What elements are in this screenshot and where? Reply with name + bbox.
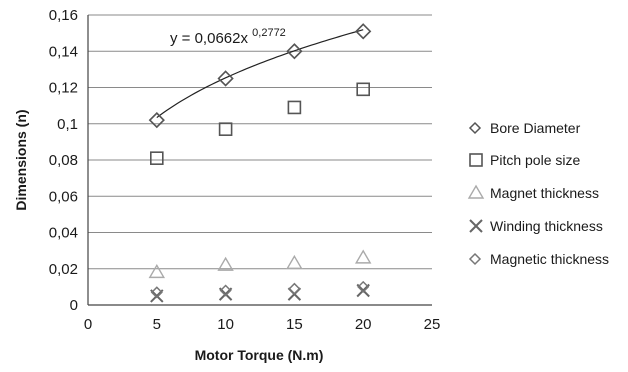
legend-marker-4 — [468, 252, 482, 266]
point-series2-0 — [148, 263, 166, 279]
legend-label-1: Pitch pole size — [490, 152, 580, 168]
y-tick-label-8: 0,16 — [49, 7, 78, 24]
point-series1-0 — [150, 151, 164, 165]
y-tick-label-4: 0,08 — [49, 152, 78, 169]
legend-label-0: Bore Diameter — [490, 120, 581, 136]
legend-label-3: Winding thickness — [490, 218, 603, 234]
legend-marker-1 — [469, 153, 483, 167]
legend-marker-2 — [467, 184, 485, 199]
point-series2-3 — [354, 249, 372, 264]
x-tick-label-3: 15 — [286, 316, 303, 333]
point-series2-1 — [217, 256, 234, 271]
point-series2-2 — [286, 254, 303, 270]
legend-label-4: Magnetic thickness — [490, 251, 609, 267]
y-axis-label: Dimensions (n) — [13, 109, 29, 210]
point-series4-1 — [219, 284, 232, 297]
point-series0-0 — [148, 111, 165, 129]
x-tick-label-2: 10 — [217, 316, 234, 333]
x-tick-label-0: 0 — [84, 316, 92, 333]
point-series1-3 — [356, 82, 371, 97]
x-tick-label-1: 5 — [153, 316, 161, 333]
point-series0-2 — [286, 43, 303, 60]
legend-label-2: Magnet thickness — [490, 185, 599, 201]
trendline-equation-base: y = 0,0662x — [170, 30, 248, 47]
legend: Bore Diameter Pitch pole size Magnet thick… — [467, 120, 609, 267]
y-tick-labels: 0 0,02 0,04 0,06 0,08 0,1 0,12 0,14 0,16 — [49, 7, 78, 314]
y-tick-label-3: 0,06 — [49, 188, 78, 205]
x-tick-label-5: 25 — [424, 316, 441, 333]
point-series4-3 — [357, 280, 370, 293]
point-series0-1 — [217, 70, 234, 87]
x-tick-labels: 0 5 10 15 20 25 — [84, 316, 441, 333]
point-series4-0 — [150, 286, 163, 299]
x-axis-label: Motor Torque (N.m) — [195, 347, 324, 363]
point-series0-3 — [355, 23, 372, 40]
point-series1-1 — [218, 122, 233, 136]
y-tick-label-6: 0,12 — [49, 80, 78, 97]
trendline-equation: y = 0,0662x 0,2772 — [170, 27, 286, 47]
x-tick-label-4: 20 — [355, 316, 372, 333]
y-tick-label-1: 0,02 — [49, 261, 78, 278]
y-tick-label-5: 0,1 — [57, 116, 78, 133]
legend-marker-0 — [468, 121, 482, 135]
trendline — [156, 29, 364, 119]
gridlines — [88, 14, 432, 270]
data-points — [148, 23, 372, 303]
axes — [87, 15, 432, 306]
trendline-equation-exponent: 0,2772 — [252, 27, 286, 39]
point-series1-2 — [287, 100, 302, 115]
y-tick-label-2: 0,04 — [49, 225, 78, 242]
legend-marker-3 — [469, 219, 483, 233]
legend-marker-3-stroke-b — [469, 219, 483, 233]
y-tick-label-7: 0,14 — [49, 43, 78, 60]
y-tick-label-0: 0 — [70, 297, 78, 314]
point-series4-2 — [288, 282, 301, 295]
